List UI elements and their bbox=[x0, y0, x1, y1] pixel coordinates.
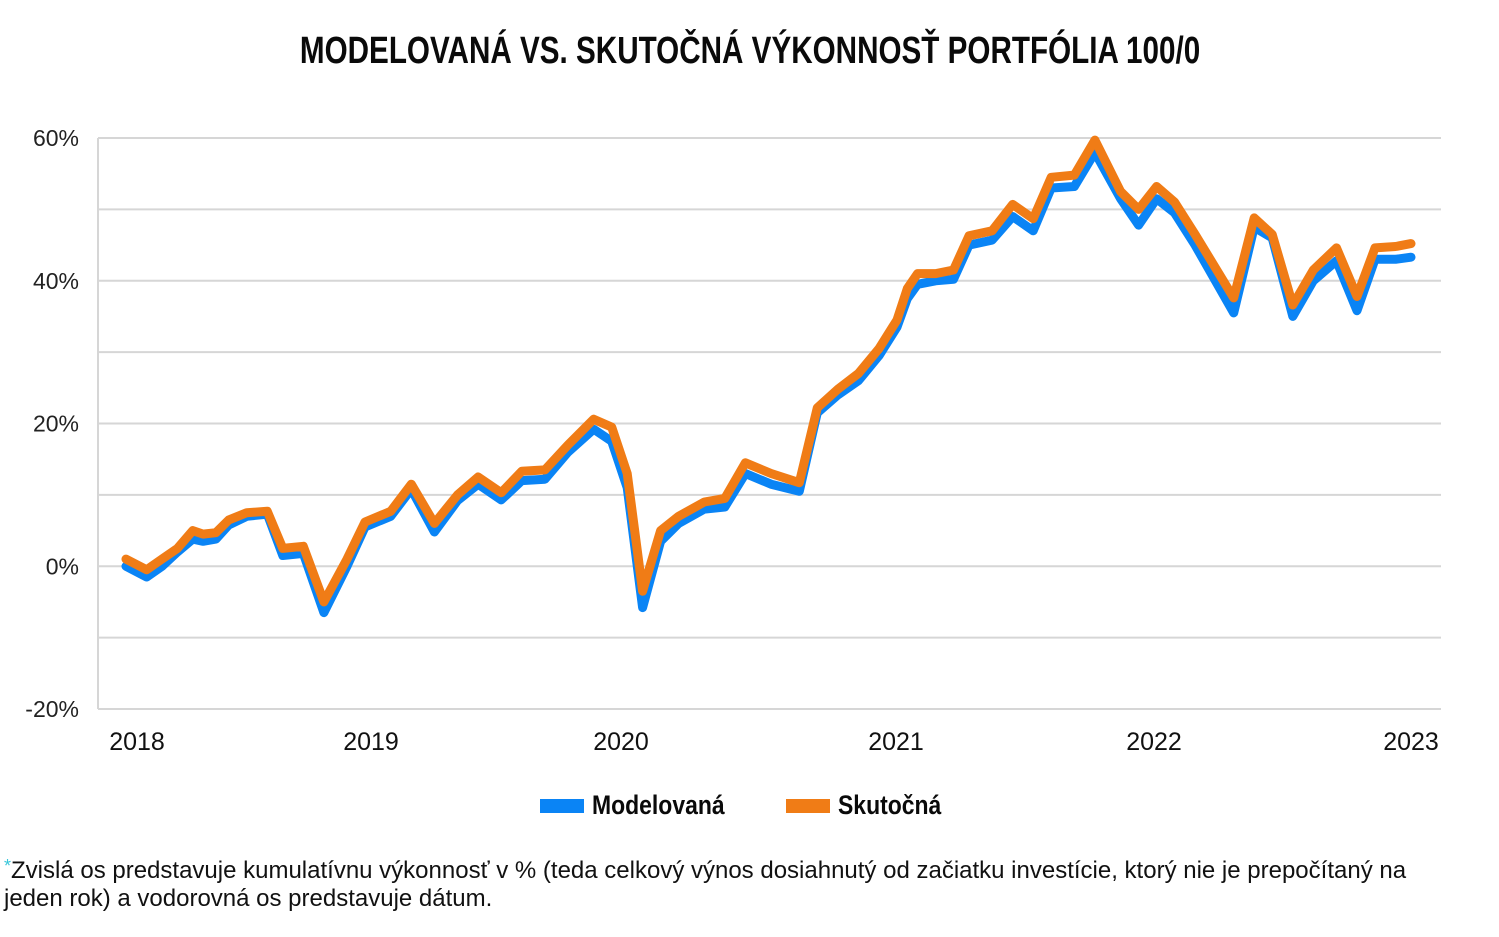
y-tick-label: -20% bbox=[25, 696, 79, 722]
legend-label: Skutočná bbox=[837, 790, 942, 820]
series-lines bbox=[121, 135, 1416, 618]
y-tick-label: 60% bbox=[33, 125, 79, 151]
series-line-skutocna bbox=[121, 135, 1416, 607]
legend-swatch-orange-icon bbox=[785, 798, 830, 813]
x-axis-ticks: 2018 2019 2020 2021 2022 2023 bbox=[109, 728, 1439, 756]
x-tick-label: 2019 bbox=[343, 728, 399, 756]
gridlines bbox=[97, 137, 1441, 710]
chart-title: MODELOVANÁ VS. SKUTOČNÁ VÝKONNOSŤ PORTFÓ… bbox=[299, 30, 1201, 72]
y-tick-label: 40% bbox=[33, 268, 79, 294]
legend: Modelovaná Skutočná bbox=[0, 790, 1499, 821]
series-line-modelovana bbox=[121, 147, 1416, 618]
y-tick-label: 0% bbox=[46, 553, 79, 579]
legend-label: Modelovaná bbox=[591, 790, 725, 820]
x-tick-label: 2018 bbox=[109, 728, 165, 756]
footnote-text: Zvislá os predstavuje kumulatívnu výkonn… bbox=[4, 857, 1407, 912]
legend-item-skutocna[interactable]: Skutočná bbox=[785, 790, 960, 821]
x-tick-label: 2020 bbox=[593, 728, 649, 756]
legend-item-modelovana[interactable]: Modelovaná bbox=[539, 790, 748, 821]
y-tick-label: 20% bbox=[33, 411, 79, 437]
x-tick-label: 2022 bbox=[1126, 728, 1182, 756]
y-axis-ticks: 60% 40% 20% 0% -20% bbox=[25, 125, 79, 722]
legend-swatch-blue-icon bbox=[539, 798, 584, 813]
footnote: *Zvislá os predstavuje kumulatívnu výkon… bbox=[4, 852, 1464, 913]
x-tick-label: 2021 bbox=[868, 728, 924, 756]
asterisk-icon: * bbox=[4, 856, 12, 876]
x-tick-label: 2023 bbox=[1383, 728, 1439, 756]
